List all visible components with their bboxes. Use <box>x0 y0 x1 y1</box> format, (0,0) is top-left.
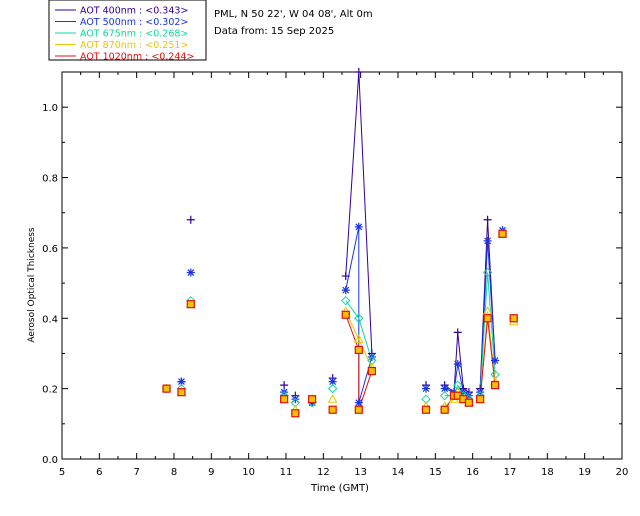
marker-square <box>328 405 337 414</box>
marker-square <box>498 229 507 238</box>
marker-square <box>308 395 317 404</box>
marker-square <box>440 405 449 414</box>
marker-plus <box>280 381 289 390</box>
legend-entry: AOT 400nm : <0.343> <box>80 6 188 17</box>
x-tick-label: 11 <box>280 467 293 478</box>
x-tick-label: 16 <box>466 467 479 478</box>
x-tick-label: 17 <box>504 467 517 478</box>
legend-entry: AOT 675nm : <0.268> <box>80 29 188 40</box>
marker-square <box>341 310 350 319</box>
marker-square <box>464 398 474 407</box>
legend-entry: AOT 500nm : <0.302> <box>80 17 188 28</box>
y-tick-label: 1.0 <box>42 103 58 114</box>
station-info: PML, N 50 22', W 04 08', Alt 0m <box>214 9 373 20</box>
marker-square <box>354 345 363 355</box>
series-line <box>345 311 373 368</box>
marker-asterisk <box>328 377 337 386</box>
marker-square <box>177 388 186 397</box>
marker-square <box>421 405 431 414</box>
marker-square <box>186 300 195 309</box>
marker-square <box>280 395 289 404</box>
x-axis-label: Time (GMT) <box>310 483 369 494</box>
marker-square <box>490 381 500 390</box>
marker-diamond <box>482 267 493 278</box>
legend-entry: AOT 870nm : <0.251> <box>80 40 188 51</box>
marker-square <box>483 314 492 323</box>
series-line <box>345 314 373 410</box>
marker-asterisk <box>177 377 186 386</box>
marker-asterisk <box>354 398 363 407</box>
x-tick-label: 10 <box>242 467 255 478</box>
marker-asterisk <box>422 384 430 393</box>
x-tick-label: 13 <box>354 467 367 478</box>
marker-square <box>291 409 300 418</box>
marker-plus <box>341 272 350 281</box>
marker-asterisk <box>341 286 350 295</box>
marker-diamond <box>439 390 450 401</box>
series-line <box>479 272 496 396</box>
date-info: Data from: 15 Sep 2025 <box>214 26 334 37</box>
x-tick-label: 6 <box>96 467 102 478</box>
y-axis-label: Aerosol Optical Thickness <box>27 227 37 343</box>
marker-plus <box>453 328 462 337</box>
x-tick-label: 15 <box>429 467 442 478</box>
legend: AOT 400nm : <0.343>AOT 500nm : <0.302>AO… <box>48 0 207 63</box>
legend-entry: AOT 1020nm : <0.244> <box>80 52 194 63</box>
marker-asterisk <box>483 236 492 245</box>
marker-triangle <box>327 394 338 403</box>
x-tick-label: 20 <box>616 467 629 478</box>
marker-asterisk <box>354 222 363 231</box>
marker-square <box>509 314 518 323</box>
marker-diamond <box>354 313 364 323</box>
series-line <box>345 300 373 361</box>
y-tick-label: 0.4 <box>42 314 58 325</box>
marker-triangle <box>353 334 364 343</box>
x-tick-label: 5 <box>59 467 65 478</box>
marker-diamond <box>327 383 338 394</box>
axes: 5 6 7 8 9 10 11 12 13 14 15 16 17 18 19 20 0.0 0.2 0.4 0.6 0… <box>42 71 629 478</box>
series-lines <box>345 72 496 411</box>
marker-plus <box>186 215 195 224</box>
marker-asterisk <box>440 384 449 393</box>
x-tick-label: 19 <box>578 467 591 478</box>
marker-diamond <box>341 295 351 306</box>
plot-frame <box>61 71 623 460</box>
data-markers <box>161 68 519 418</box>
x-tick-label: 9 <box>208 467 214 478</box>
y-tick-label: 0.0 <box>42 455 58 466</box>
series-line <box>345 72 373 354</box>
x-tick-label: 12 <box>317 467 330 478</box>
marker-asterisk <box>453 360 462 369</box>
marker-plus <box>483 215 492 224</box>
x-tick-label: 7 <box>133 467 139 478</box>
marker-asterisk <box>491 356 500 365</box>
marker-square <box>162 384 171 393</box>
y-tick-label: 0.2 <box>42 385 58 396</box>
marker-square <box>367 366 376 376</box>
y-tick-label: 0.8 <box>42 174 58 185</box>
marker-plus <box>354 68 363 76</box>
x-tick-label: 14 <box>392 467 405 478</box>
x-tick-label: 18 <box>541 467 554 478</box>
y-tick-label: 0.6 <box>42 244 58 255</box>
marker-asterisk <box>186 268 195 277</box>
marker-square <box>476 395 485 404</box>
x-tick-label: 8 <box>171 467 177 478</box>
marker-square <box>354 405 363 414</box>
